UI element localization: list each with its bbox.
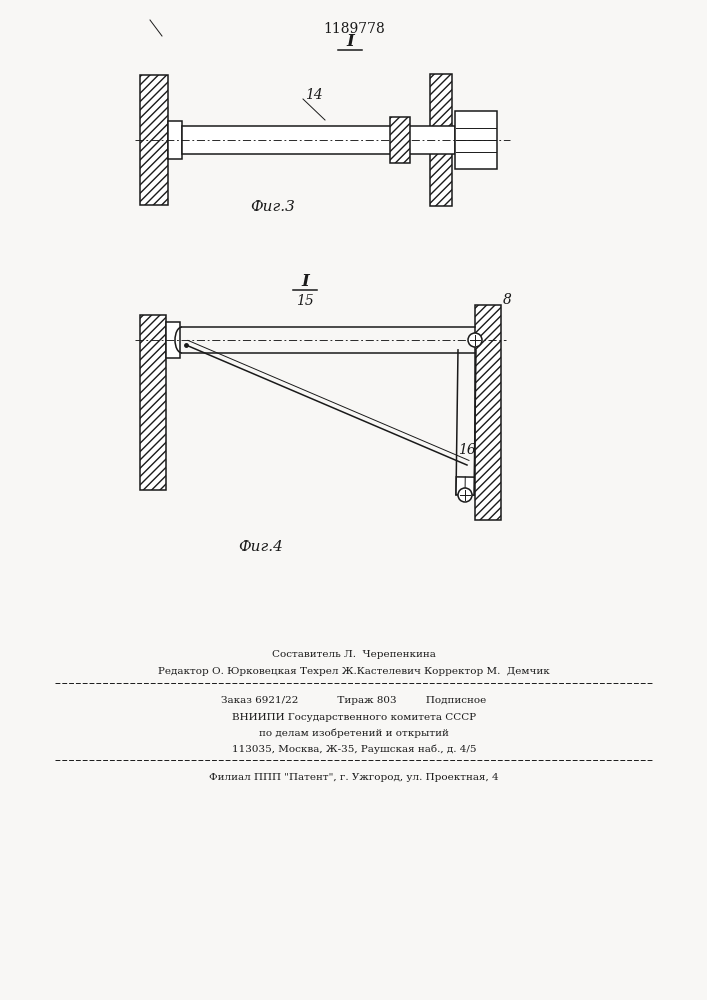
- Text: Редактор О. Юрковецкая Техрел Ж.Кастелевич Корректор М.  Демчик: Редактор О. Юрковецкая Техрел Ж.Кастелев…: [158, 667, 550, 676]
- Circle shape: [468, 333, 482, 347]
- Bar: [140, 315, 166, 490]
- Text: 15: 15: [296, 294, 314, 308]
- Text: Фиг.3: Фиг.3: [250, 200, 295, 214]
- Text: I: I: [346, 33, 354, 50]
- Circle shape: [458, 488, 472, 502]
- Bar: [455, 111, 497, 169]
- Bar: [390, 117, 410, 163]
- Polygon shape: [456, 477, 474, 495]
- Text: Заказ 6921/22            Тираж 803         Подписное: Заказ 6921/22 Тираж 803 Подписное: [221, 696, 486, 705]
- Text: Филиал ППП "Патент", г. Ужгород, ул. Проектная, 4: Филиал ППП "Патент", г. Ужгород, ул. Про…: [209, 773, 499, 782]
- Bar: [430, 74, 452, 206]
- Bar: [475, 305, 501, 520]
- Text: 14: 14: [305, 88, 323, 102]
- Bar: [166, 322, 180, 358]
- Bar: [168, 121, 182, 159]
- Bar: [140, 75, 168, 205]
- Text: по делам изобретений и открытий: по делам изобретений и открытий: [259, 729, 449, 738]
- Text: 8: 8: [503, 293, 512, 307]
- Text: Составитель Л.  Черепенкина: Составитель Л. Черепенкина: [272, 650, 436, 659]
- Text: I: I: [301, 273, 309, 290]
- Text: ВНИИПИ Государственного комитета СССР: ВНИИПИ Государственного комитета СССР: [232, 713, 476, 722]
- Text: 16: 16: [458, 443, 476, 457]
- Text: 113035, Москва, Ж-35, Раушская наб., д. 4/5: 113035, Москва, Ж-35, Раушская наб., д. …: [232, 745, 477, 754]
- Text: Фиг.4: Фиг.4: [238, 540, 283, 554]
- Bar: [182, 126, 455, 154]
- Text: 1189778: 1189778: [323, 22, 385, 36]
